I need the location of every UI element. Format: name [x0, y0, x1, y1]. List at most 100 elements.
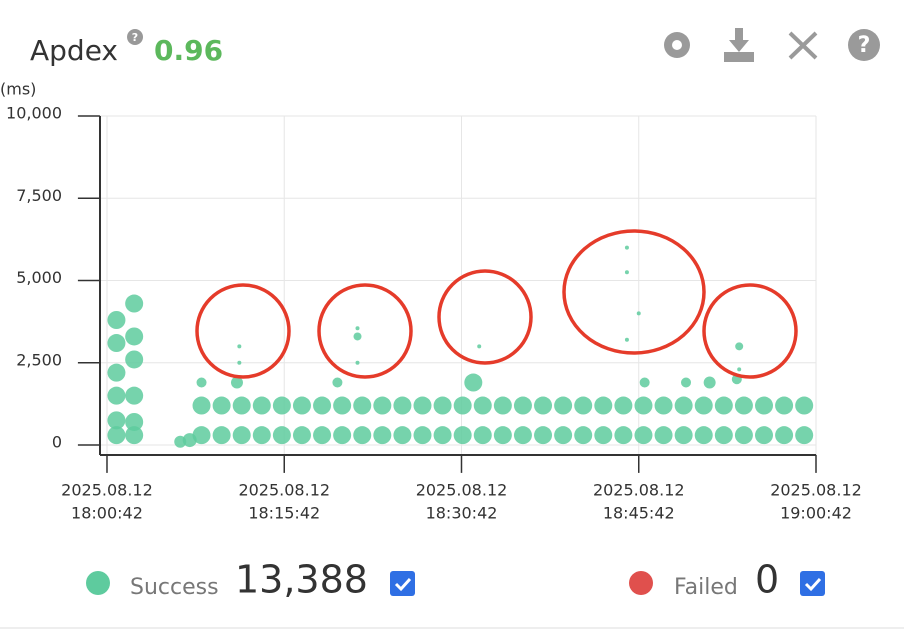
- legend-checkbox[interactable]: [800, 571, 825, 596]
- bubble: [473, 396, 492, 415]
- y-tick-label: 0: [52, 433, 62, 452]
- bubble: [714, 426, 733, 445]
- y-tick-label: 2,500: [16, 350, 62, 369]
- bubble: [636, 311, 641, 316]
- help-icon[interactable]: ?: [848, 29, 880, 61]
- bubble: [534, 396, 553, 415]
- bubble: [714, 396, 733, 415]
- bubble: [534, 426, 553, 445]
- bubble: [393, 396, 412, 415]
- bubble: [624, 245, 629, 250]
- bubble: [125, 294, 144, 313]
- annotation-circle: [437, 269, 533, 365]
- bubble: [634, 426, 653, 445]
- bubble: [192, 396, 211, 415]
- x-tick-label: 2025.08.12: [238, 481, 330, 500]
- bubble: [654, 396, 673, 415]
- x-tick-label: 2025.08.12: [61, 481, 153, 500]
- help-badge[interactable]: [127, 29, 143, 45]
- bubble: [232, 396, 251, 415]
- bubble: [125, 426, 144, 445]
- bubble: [433, 396, 452, 415]
- bubble: [333, 396, 352, 415]
- y-tick-label: 5,000: [16, 268, 62, 287]
- bubble: [694, 426, 713, 445]
- apdex-title: Apdex: [30, 34, 118, 67]
- bubble: [252, 396, 271, 415]
- annotation-circle: [702, 283, 798, 379]
- legend-swatch: [86, 571, 110, 595]
- bubble: [272, 426, 291, 445]
- expand-icon[interactable]: [788, 31, 818, 60]
- bubble: [703, 376, 716, 389]
- bubble: [125, 327, 144, 346]
- bubble: [230, 376, 243, 389]
- annotations: [195, 229, 798, 379]
- legend-name: Success: [130, 575, 219, 600]
- bubble: [453, 426, 472, 445]
- legend-name: Failed: [674, 575, 738, 600]
- bubble: [674, 426, 693, 445]
- settings-icon[interactable]: [664, 32, 690, 58]
- toolbar: ?: [664, 28, 880, 62]
- bubble: [413, 396, 432, 415]
- bubble: [513, 426, 532, 445]
- bubble: [237, 344, 242, 349]
- bubble: [654, 426, 673, 445]
- bubble: [464, 373, 483, 392]
- bubble: [107, 411, 126, 430]
- annotation-circle: [562, 229, 706, 355]
- bubble: [493, 426, 512, 445]
- bubble: [332, 377, 343, 388]
- legend-checkbox[interactable]: [390, 571, 415, 596]
- bubble: [755, 426, 774, 445]
- bubble: [272, 396, 291, 415]
- annotation-circle: [317, 283, 413, 379]
- bubble: [775, 426, 794, 445]
- y-tick-label: 7,500: [16, 186, 62, 205]
- bubble: [624, 337, 629, 342]
- bubble: [473, 426, 492, 445]
- bubble: [639, 377, 650, 388]
- download-icon[interactable]: [724, 28, 754, 62]
- bubble: [694, 396, 713, 415]
- apdex-score: 0.96: [154, 34, 223, 67]
- bubble: [453, 396, 472, 415]
- plot: 0 2,500 5,000 7,500 10,000 2025.08.12 18:00:42…: [6, 104, 862, 523]
- bubble: [755, 396, 774, 415]
- bubble: [125, 386, 144, 405]
- bubble: [373, 396, 392, 415]
- bubble: [355, 360, 360, 365]
- bubble: [353, 332, 362, 341]
- bubble: [634, 396, 653, 415]
- bubble: [313, 426, 332, 445]
- bubble: [107, 386, 126, 405]
- y-tick-label: 10,000: [6, 104, 62, 123]
- bubble: [513, 396, 532, 415]
- bubble: [734, 396, 753, 415]
- bubble: [681, 377, 692, 388]
- bubble: [493, 396, 512, 415]
- x-tick-label: 19:00:42: [780, 504, 852, 523]
- help-badge-text: ?: [132, 31, 138, 44]
- bubble: [477, 344, 482, 349]
- bubble: [594, 396, 613, 415]
- bubble: [125, 412, 144, 431]
- x-tick-label: 18:15:42: [248, 504, 320, 523]
- bubble: [795, 396, 814, 415]
- bubble: [196, 377, 207, 388]
- checkmark: [394, 577, 412, 592]
- bubble: [107, 334, 126, 353]
- bubble: [554, 426, 573, 445]
- bubble: [313, 396, 332, 415]
- bubble: [554, 396, 573, 415]
- checkmark: [804, 577, 822, 592]
- bubble: [333, 426, 352, 445]
- bubble: [252, 426, 271, 445]
- bubble: [355, 326, 360, 331]
- bubble: [237, 360, 242, 365]
- bubble: [353, 426, 372, 445]
- bubble: [737, 367, 742, 372]
- bubble: [795, 426, 814, 445]
- bubble: [393, 426, 412, 445]
